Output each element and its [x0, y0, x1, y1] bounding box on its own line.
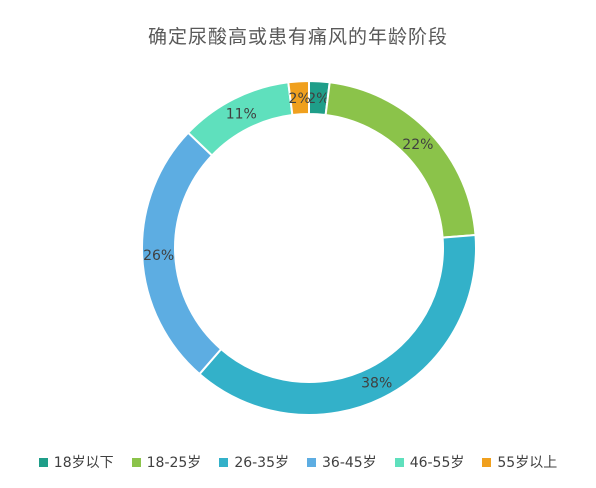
donut-slice-5 [287, 79, 310, 117]
slice-label-5: 2% [289, 91, 311, 107]
legend-label-2: 26-35岁 [234, 455, 289, 471]
legend-label-1: 18-25岁 [146, 455, 202, 471]
legend-item-1: 18-25岁 [131, 452, 202, 472]
legend-swatch-1 [131, 457, 141, 467]
legend-swatch-5 [482, 457, 492, 467]
legend-label-5: 55岁以上 [497, 455, 558, 471]
slice-label-1: 22% [402, 137, 433, 153]
legend-swatch-2 [219, 457, 229, 467]
legend-swatch-3 [307, 457, 316, 467]
legend-label-0: 18岁以下 [53, 455, 114, 471]
legend-swatch-0 [38, 457, 48, 467]
slice-label-0: 2% [307, 91, 329, 107]
legend-label-4: 46-55岁 [409, 455, 465, 471]
legend-swatch-4 [394, 457, 404, 467]
legend-label-3: 36-45岁 [322, 455, 377, 471]
legend-item-3: 36-45岁 [307, 452, 377, 472]
slice-label-3: 26% [143, 248, 174, 264]
legend: 18岁以下 18-25岁 26-35岁 36-45岁 46-55岁 55岁以上 [0, 452, 596, 472]
legend-item-5: 55岁以上 [482, 452, 557, 472]
donut-slice-1 [324, 81, 477, 239]
slice-label-4: 11% [226, 107, 257, 123]
chart-title: 确定尿酸高或患有痛风的年龄阶段 [147, 26, 448, 48]
donut-slice-2 [198, 233, 477, 416]
legend-item-2: 26-35岁 [219, 452, 289, 472]
slice-label-2: 38% [361, 375, 392, 391]
legend-item-4: 46-55岁 [394, 452, 465, 472]
legend-item-0: 18岁以下 [38, 452, 114, 472]
